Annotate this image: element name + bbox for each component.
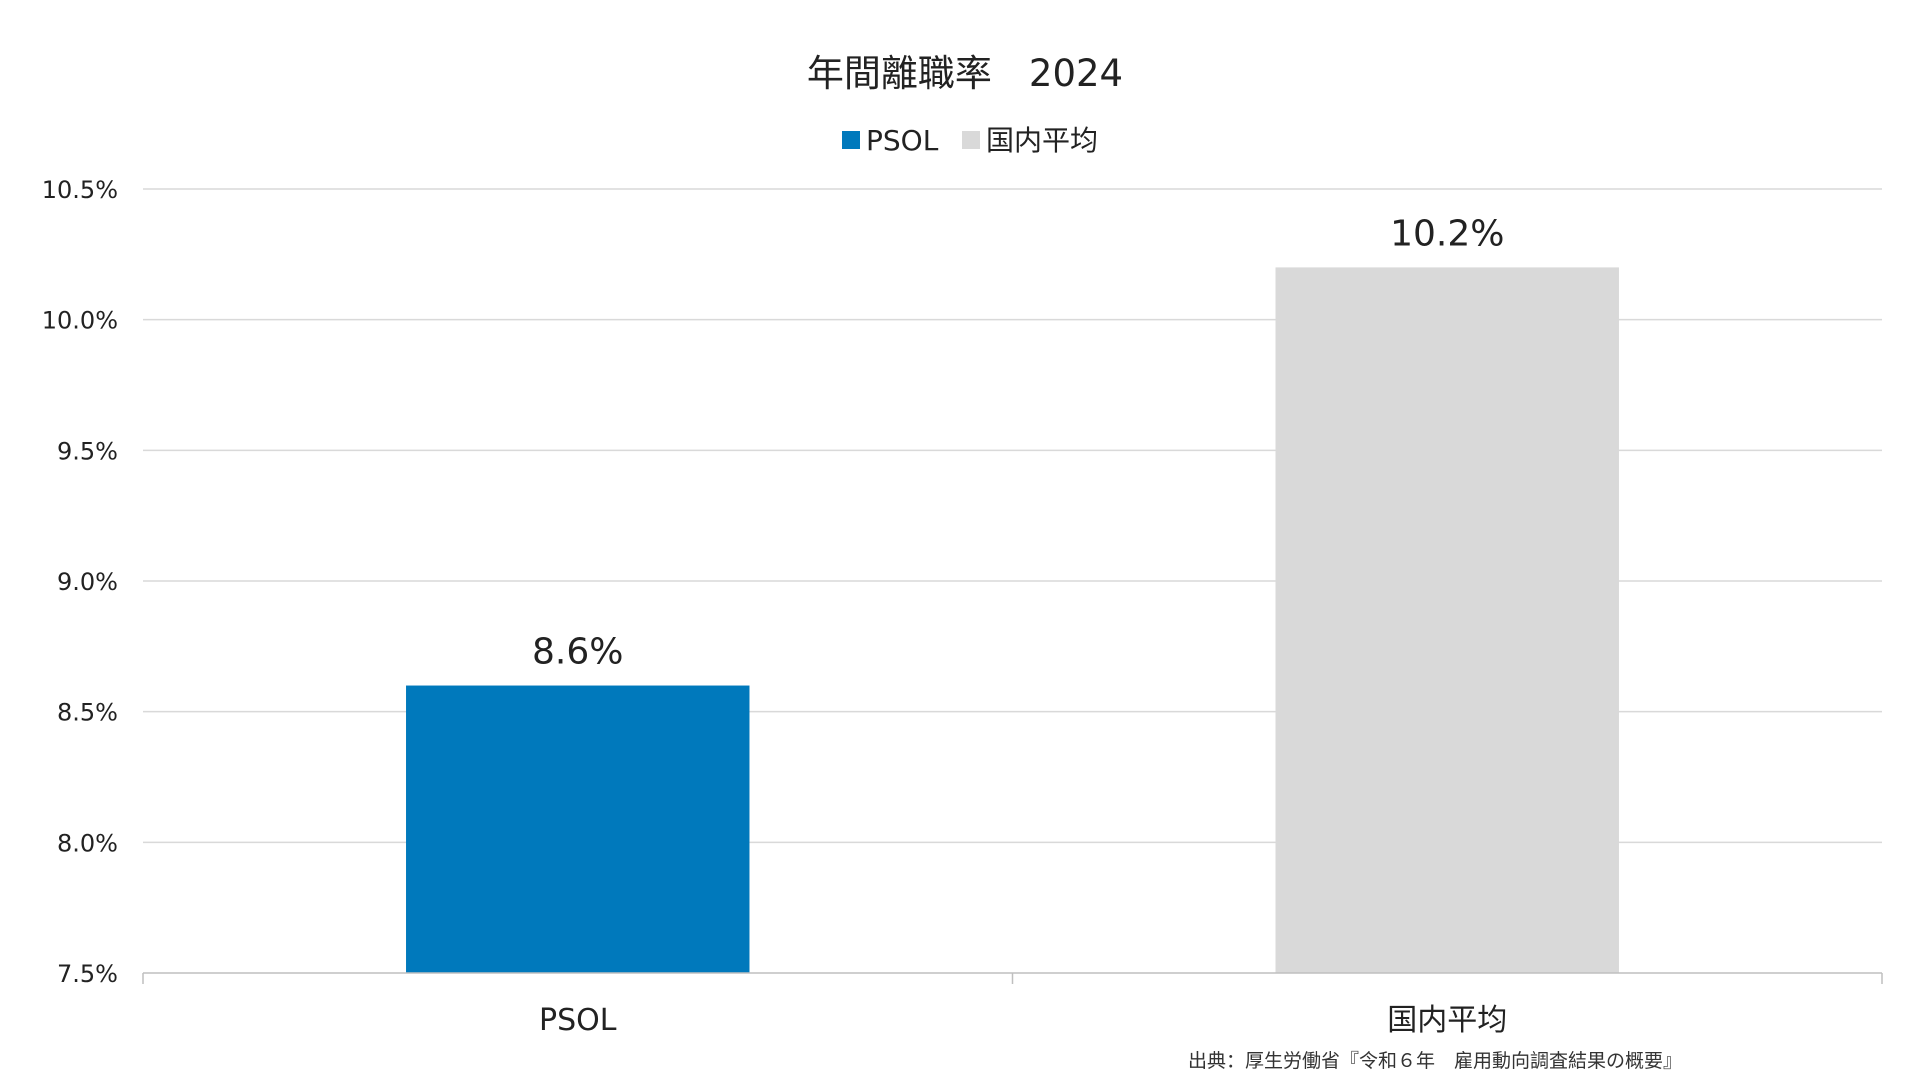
legend-swatch [962,131,980,149]
legend-swatch [842,131,860,149]
y-tick-label: 8.0% [57,829,118,857]
source-note: 出典：厚生労働省『令和６年 雇用動向調査結果の概要』 [1188,1050,1682,1072]
y-tick-label: 10.0% [42,307,118,335]
x-axis: PSOL 国内平均 [142,972,1883,1038]
bar-national-average [1275,267,1619,973]
data-label: 8.6% [532,632,623,673]
gridlines [143,188,1882,844]
data-labels: 8.6% 10.2% [532,213,1504,672]
legend: PSOL 国内平均 [842,124,1098,157]
y-tick-label: 7.5% [57,960,118,988]
bar-psol [406,685,750,973]
legend-label: PSOL [866,124,939,157]
bars [406,267,1619,973]
y-tick-label: 10.5% [42,176,118,204]
chart-title: 年間離職率 2024 [807,52,1123,95]
x-tick-label: PSOL [539,1003,617,1038]
data-label: 10.2% [1390,213,1504,254]
y-tick-label: 9.0% [57,568,118,596]
legend-label: 国内平均 [986,124,1098,157]
y-tick-label: 8.5% [57,699,118,727]
x-tick-label: 国内平均 [1387,1003,1507,1038]
y-tick-label: 9.5% [57,437,118,465]
y-axis: 7.5% 8.0% 8.5% 9.0% 9.5% 10.0% 10.5% [42,176,118,988]
